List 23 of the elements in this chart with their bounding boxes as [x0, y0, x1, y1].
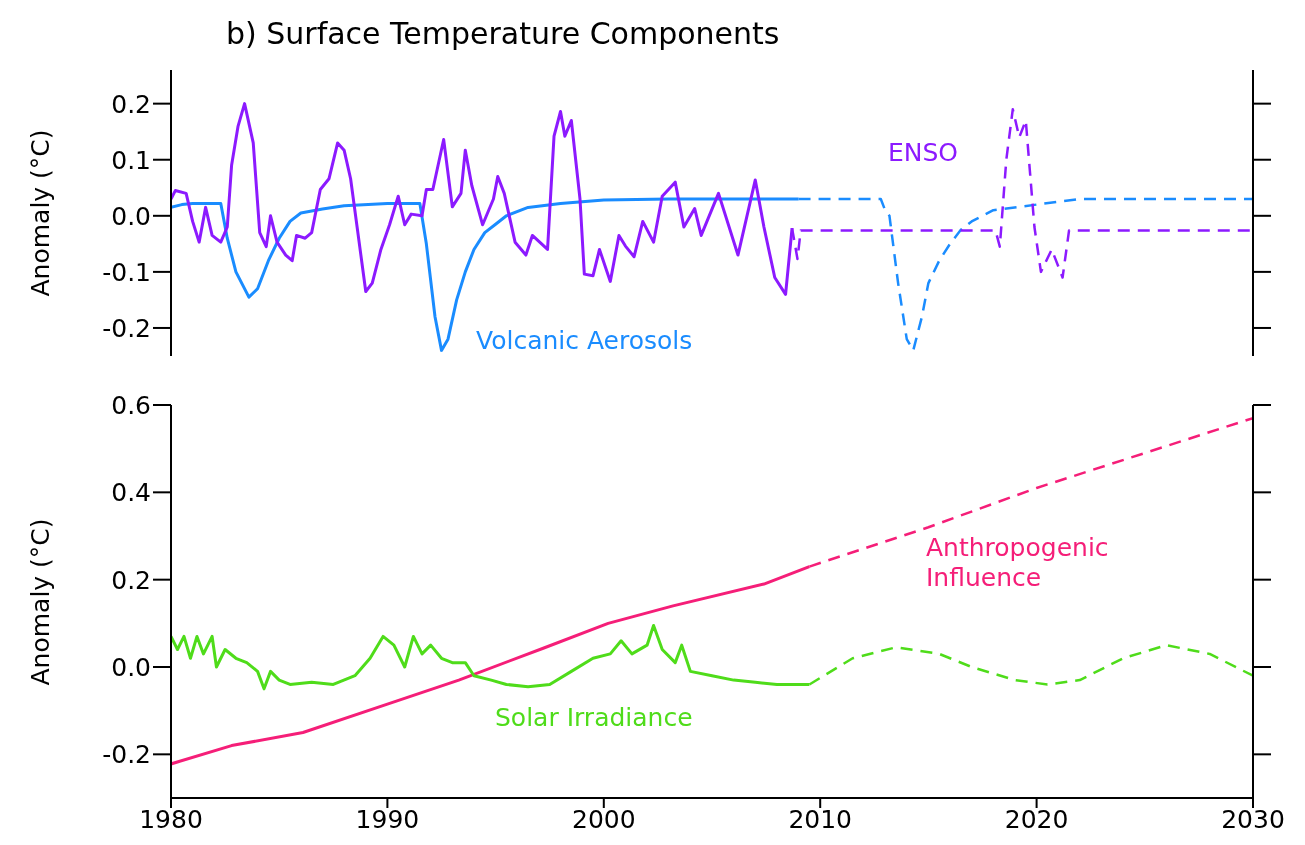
x-tick-label: 2030 [1221, 804, 1285, 834]
x-tick-label: 1980 [139, 804, 203, 834]
x-tick-label: 2020 [1004, 804, 1069, 834]
y-axis-title: Anomaly (°C) [25, 517, 55, 686]
x-tick-label: 2010 [788, 804, 853, 834]
text: ENSO [888, 138, 959, 168]
y-tick-label: -0.1 [102, 257, 151, 287]
y-axis-title: Anomaly (°C) [25, 129, 55, 297]
y-tick-label: 0.2 [111, 89, 151, 119]
y-tick-label: 0.1 [111, 145, 151, 175]
y-tick-label: 0.4 [111, 478, 151, 508]
y-tick-label: -0.2 [102, 740, 151, 770]
series-label: Volcanic Aerosols [476, 326, 693, 356]
series-label: Solar Irradiance [495, 703, 693, 733]
x-tick-label: 1990 [355, 804, 420, 834]
y-tick-label: 0.6 [111, 390, 151, 420]
x-tick-label: 2000 [571, 804, 636, 834]
y-tick-label: 0.0 [111, 201, 151, 231]
y-tick-label: 0.0 [111, 652, 151, 682]
text: Anthropogenic Influence [926, 533, 1109, 593]
y-tick-label: 0.2 [111, 565, 151, 595]
chart-title: b) Surface Temperature Components [226, 16, 780, 51]
y-tick-label: -0.2 [102, 313, 151, 343]
